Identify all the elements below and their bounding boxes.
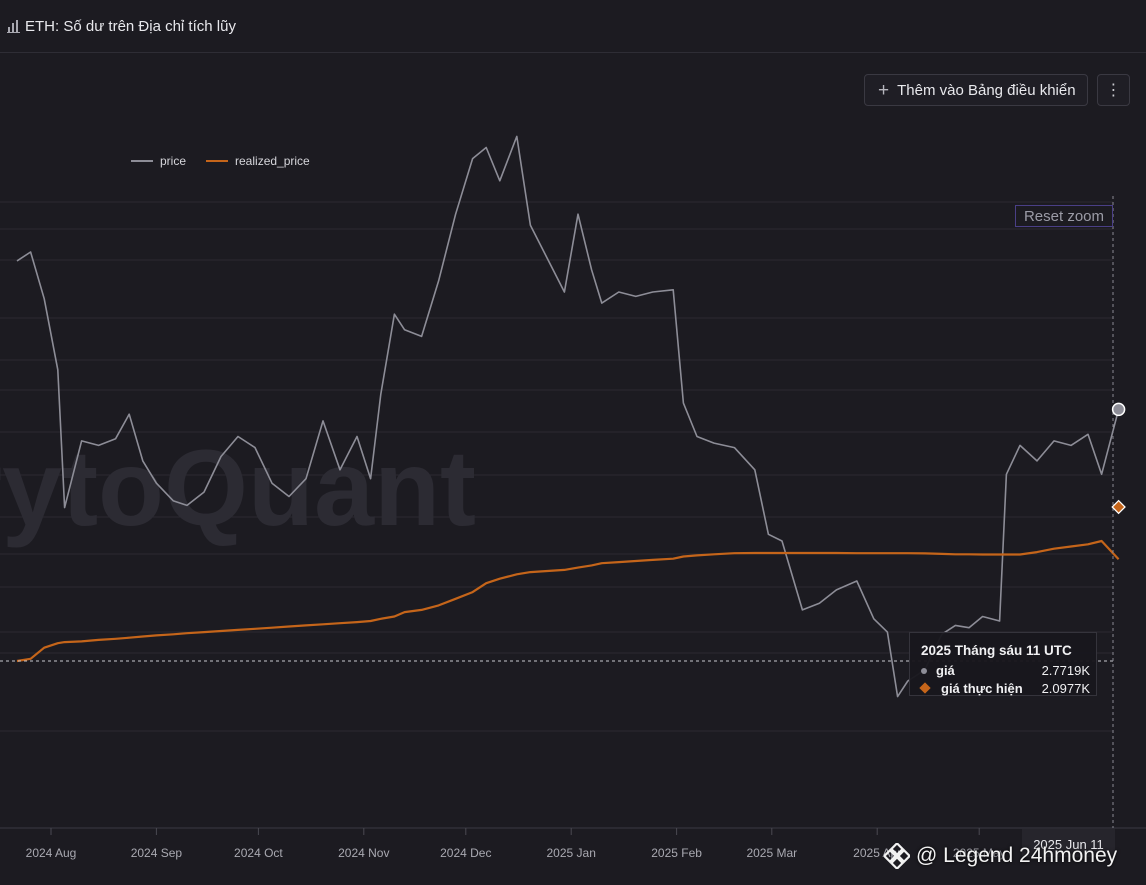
bar-chart-icon: [7, 20, 20, 33]
add-to-dashboard-button[interactable]: + Thêm vào Bảng điều khiển: [864, 74, 1088, 106]
x-tick-label: 2025 Feb: [651, 846, 702, 860]
x-axis-ticks: 2024 Aug 2024 Sep 2024 Oct 2024 Nov 2024 Dec…: [26, 828, 1006, 860]
tooltip-value-price: 2.7719K: [1041, 663, 1090, 678]
legend-swatch-price: [131, 160, 153, 162]
page-title: ETH: Số dư trên Địa chỉ tích lũy: [25, 18, 236, 35]
grid-lines: [0, 201, 1113, 732]
add-to-dashboard-label: Thêm vào Bảng điều khiển: [897, 81, 1076, 99]
legend-item-price[interactable]: price: [131, 154, 186, 168]
kebab-menu-icon: ⋮: [1105, 82, 1122, 99]
hover-markers: [1111, 402, 1126, 515]
legend-item-realized-price[interactable]: realized_price: [206, 154, 310, 168]
x-tick-label: 2025 Jan: [547, 846, 596, 860]
tooltip-value-realized-price: 2.0977K: [1041, 681, 1090, 696]
legend-label-realized-price: realized_price: [235, 154, 310, 168]
price-dot-icon: [921, 668, 927, 674]
more-options-button[interactable]: ⋮: [1097, 74, 1130, 106]
tooltip-label-price: giá: [936, 663, 955, 678]
reset-zoom-button[interactable]: Reset zoom: [1015, 205, 1113, 227]
x-tick-label: 2024 Sep: [131, 846, 183, 860]
binance-diamond-icon: [884, 843, 910, 869]
x-tick-label: 2024 Oct: [234, 846, 283, 860]
x-crosshair-badge: 2025 Jun 11: [1022, 829, 1115, 857]
x-tick-label: 2024 Nov: [338, 846, 389, 860]
realized-price-hover-marker: [1111, 499, 1126, 515]
x-tick-label: 2025 Mar: [746, 846, 797, 860]
tooltip-row-price: giá 2.7719K: [920, 663, 1090, 681]
overlay-watermark: @ Legend 24hmoney: [884, 843, 1117, 869]
series-line-realized-price: [16, 539, 1120, 663]
cryptoquant-watermark: rytoQuant: [0, 427, 476, 548]
x-tick-label: 2024 Aug: [26, 846, 77, 860]
overlay-watermark-text: @ Legend 24hmoney: [916, 844, 1118, 867]
legend-label-price: price: [160, 154, 187, 168]
series-line-price: [16, 135, 1120, 698]
realized-price-diamond-icon: [919, 682, 931, 694]
tooltip-row-realized-price: giá thực hiện 2.0977K: [919, 681, 1090, 699]
series-lines: [16, 135, 1120, 698]
tooltip-label-realized-price: giá thực hiện: [941, 681, 1023, 696]
legend-swatch-realized-price: [206, 160, 229, 162]
x-tick-label: 2025 May: [953, 846, 1006, 860]
plus-icon: +: [878, 79, 890, 101]
chart-tooltip: 2025 Tháng sáu 11 UTC giá 2.7719K giá th…: [909, 632, 1097, 696]
x-tick-label: 2025 Apr: [853, 846, 901, 860]
x-tick-label: 2024 Dec: [440, 846, 491, 860]
price-hover-marker: [1111, 402, 1126, 417]
header-bar: ETH: Số dư trên Địa chỉ tích lũy: [0, 0, 1146, 53]
tooltip-title: 2025 Tháng sáu 11 UTC: [921, 643, 1072, 658]
chart-legend: price realized_price: [131, 154, 330, 168]
